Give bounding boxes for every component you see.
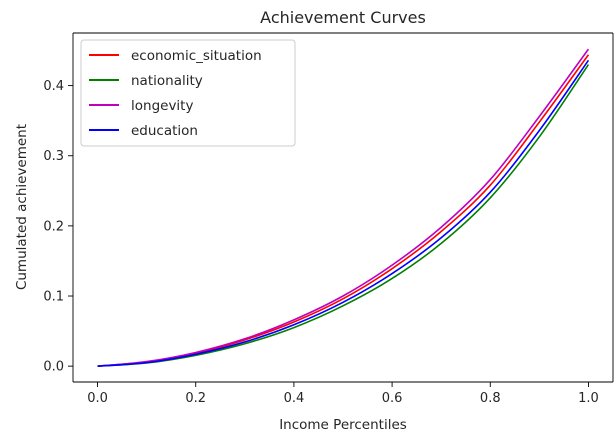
legend: economic_situation nationality longevity ed… <box>80 39 296 147</box>
x-axis-title: Income Percentiles <box>279 417 407 433</box>
legend-label: economic_situation <box>131 48 262 64</box>
x-tick-label: 0.6 <box>382 391 403 406</box>
chart-title: Achievement Curves <box>260 8 426 27</box>
x-tick-label: 0.4 <box>284 391 305 406</box>
series-line-nationality <box>97 64 590 367</box>
series-layer <box>97 48 590 367</box>
series-line-education <box>97 59 590 367</box>
x-tick-label: 0.0 <box>87 391 108 406</box>
y-tick-label: 0.2 <box>43 219 64 234</box>
legend-label: nationality <box>131 73 203 89</box>
y-axis-title: Cumulated achievement <box>14 124 30 290</box>
x-tick-label: 0.8 <box>480 391 501 406</box>
legend-label: longevity <box>131 98 193 114</box>
x-tick-label: 0.2 <box>185 391 206 406</box>
y-tick-label: 0.3 <box>43 149 64 164</box>
x-tick-label: 1.0 <box>578 391 599 406</box>
y-tick-label: 0.4 <box>43 79 64 94</box>
y-axis-ticks: 0.0 0.1 0.2 0.3 0.4 <box>43 79 73 375</box>
axes-layer <box>72 32 614 383</box>
y-tick-label: 0.1 <box>43 290 64 305</box>
y-tick-label: 0.0 <box>43 360 64 375</box>
legend-label: education <box>131 123 198 139</box>
series-line-longevity <box>97 48 590 367</box>
legend-frame <box>80 39 296 147</box>
x-axis-ticks: 0.0 0.2 0.4 0.6 0.8 1.0 <box>87 382 599 406</box>
